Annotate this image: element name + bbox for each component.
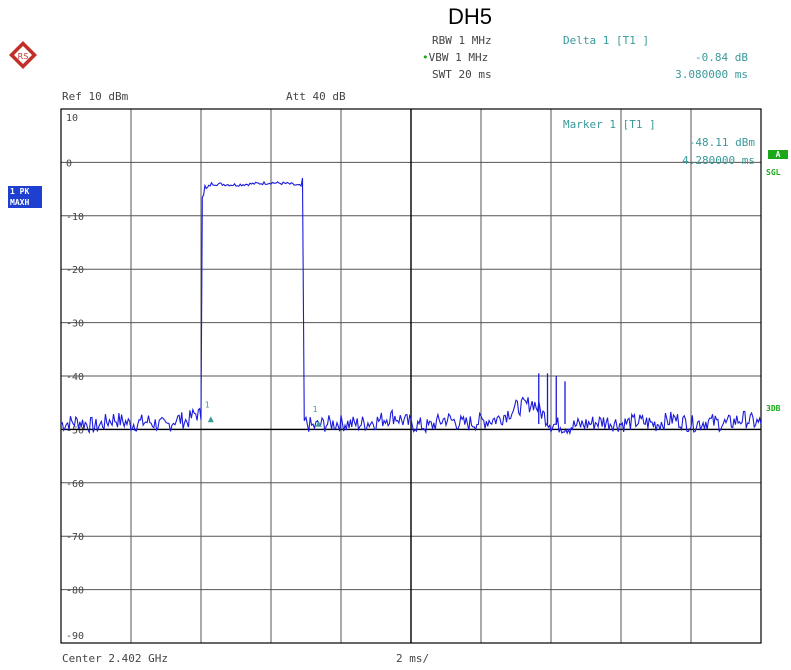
trace-mode-label: MAXH (10, 198, 30, 207)
y-tick-label: -40 (66, 372, 84, 383)
vbw-text: VBW 1 MHz (428, 51, 489, 64)
vbw-indicator-dot: • (422, 51, 429, 64)
y-tick-label: -30 (66, 319, 84, 330)
marker-readout-line: Marker 1 [T1 ] (563, 118, 656, 131)
threedb-label: 3DB (766, 404, 781, 413)
ref-level-readout: Ref 10 dBm (62, 90, 129, 103)
marker-readout-line: 4.280000 ms (682, 154, 755, 167)
trace-mode-badge: 1 PK MAXH (8, 186, 42, 208)
y-tick-label: -70 (66, 532, 84, 543)
chart-title: DH5 (447, 4, 492, 29)
y-tick-label: -90 (66, 631, 84, 642)
sgl-label: SGL (766, 168, 781, 177)
y-tick-label: 10 (66, 113, 78, 124)
vbw-readout: •VBW 1 MHz (422, 51, 488, 64)
y-tick-label: -80 (66, 586, 84, 597)
center-frequency-label: Center 2.402 GHz (62, 652, 168, 665)
rbw-readout: RBW 1 MHz (432, 34, 492, 47)
trace-line (60, 177, 762, 436)
marker-label: 1 (313, 405, 318, 414)
y-tick-label: -60 (66, 479, 84, 490)
rohde-schwarz-logo: RS (9, 41, 37, 69)
a-badge: A (768, 150, 788, 159)
attenuation-readout: Att 40 dB (286, 90, 346, 103)
delta-marker-time: 3.080000 ms (675, 68, 748, 81)
marker-label: 1 (205, 400, 210, 409)
delta-marker-label: Delta 1 [T1 ] (563, 34, 650, 47)
y-tick-label: 0 (66, 158, 72, 169)
marker-triangle (207, 416, 214, 423)
marker-triangle (315, 420, 322, 427)
swt-readout: SWT 20 ms (432, 68, 492, 81)
sweep-per-div-label: 2 ms/ (396, 652, 430, 665)
marker-readout-line: -48.11 dBm (689, 136, 756, 149)
delta-marker-level: -0.84 dB (695, 51, 748, 64)
y-tick-label: -50 (66, 425, 84, 436)
svg-text:RS: RS (18, 52, 29, 61)
trace-detector-label: 1 PK (10, 187, 30, 196)
y-tick-label: -10 (66, 212, 84, 223)
y-tick-label: -20 (66, 265, 84, 276)
